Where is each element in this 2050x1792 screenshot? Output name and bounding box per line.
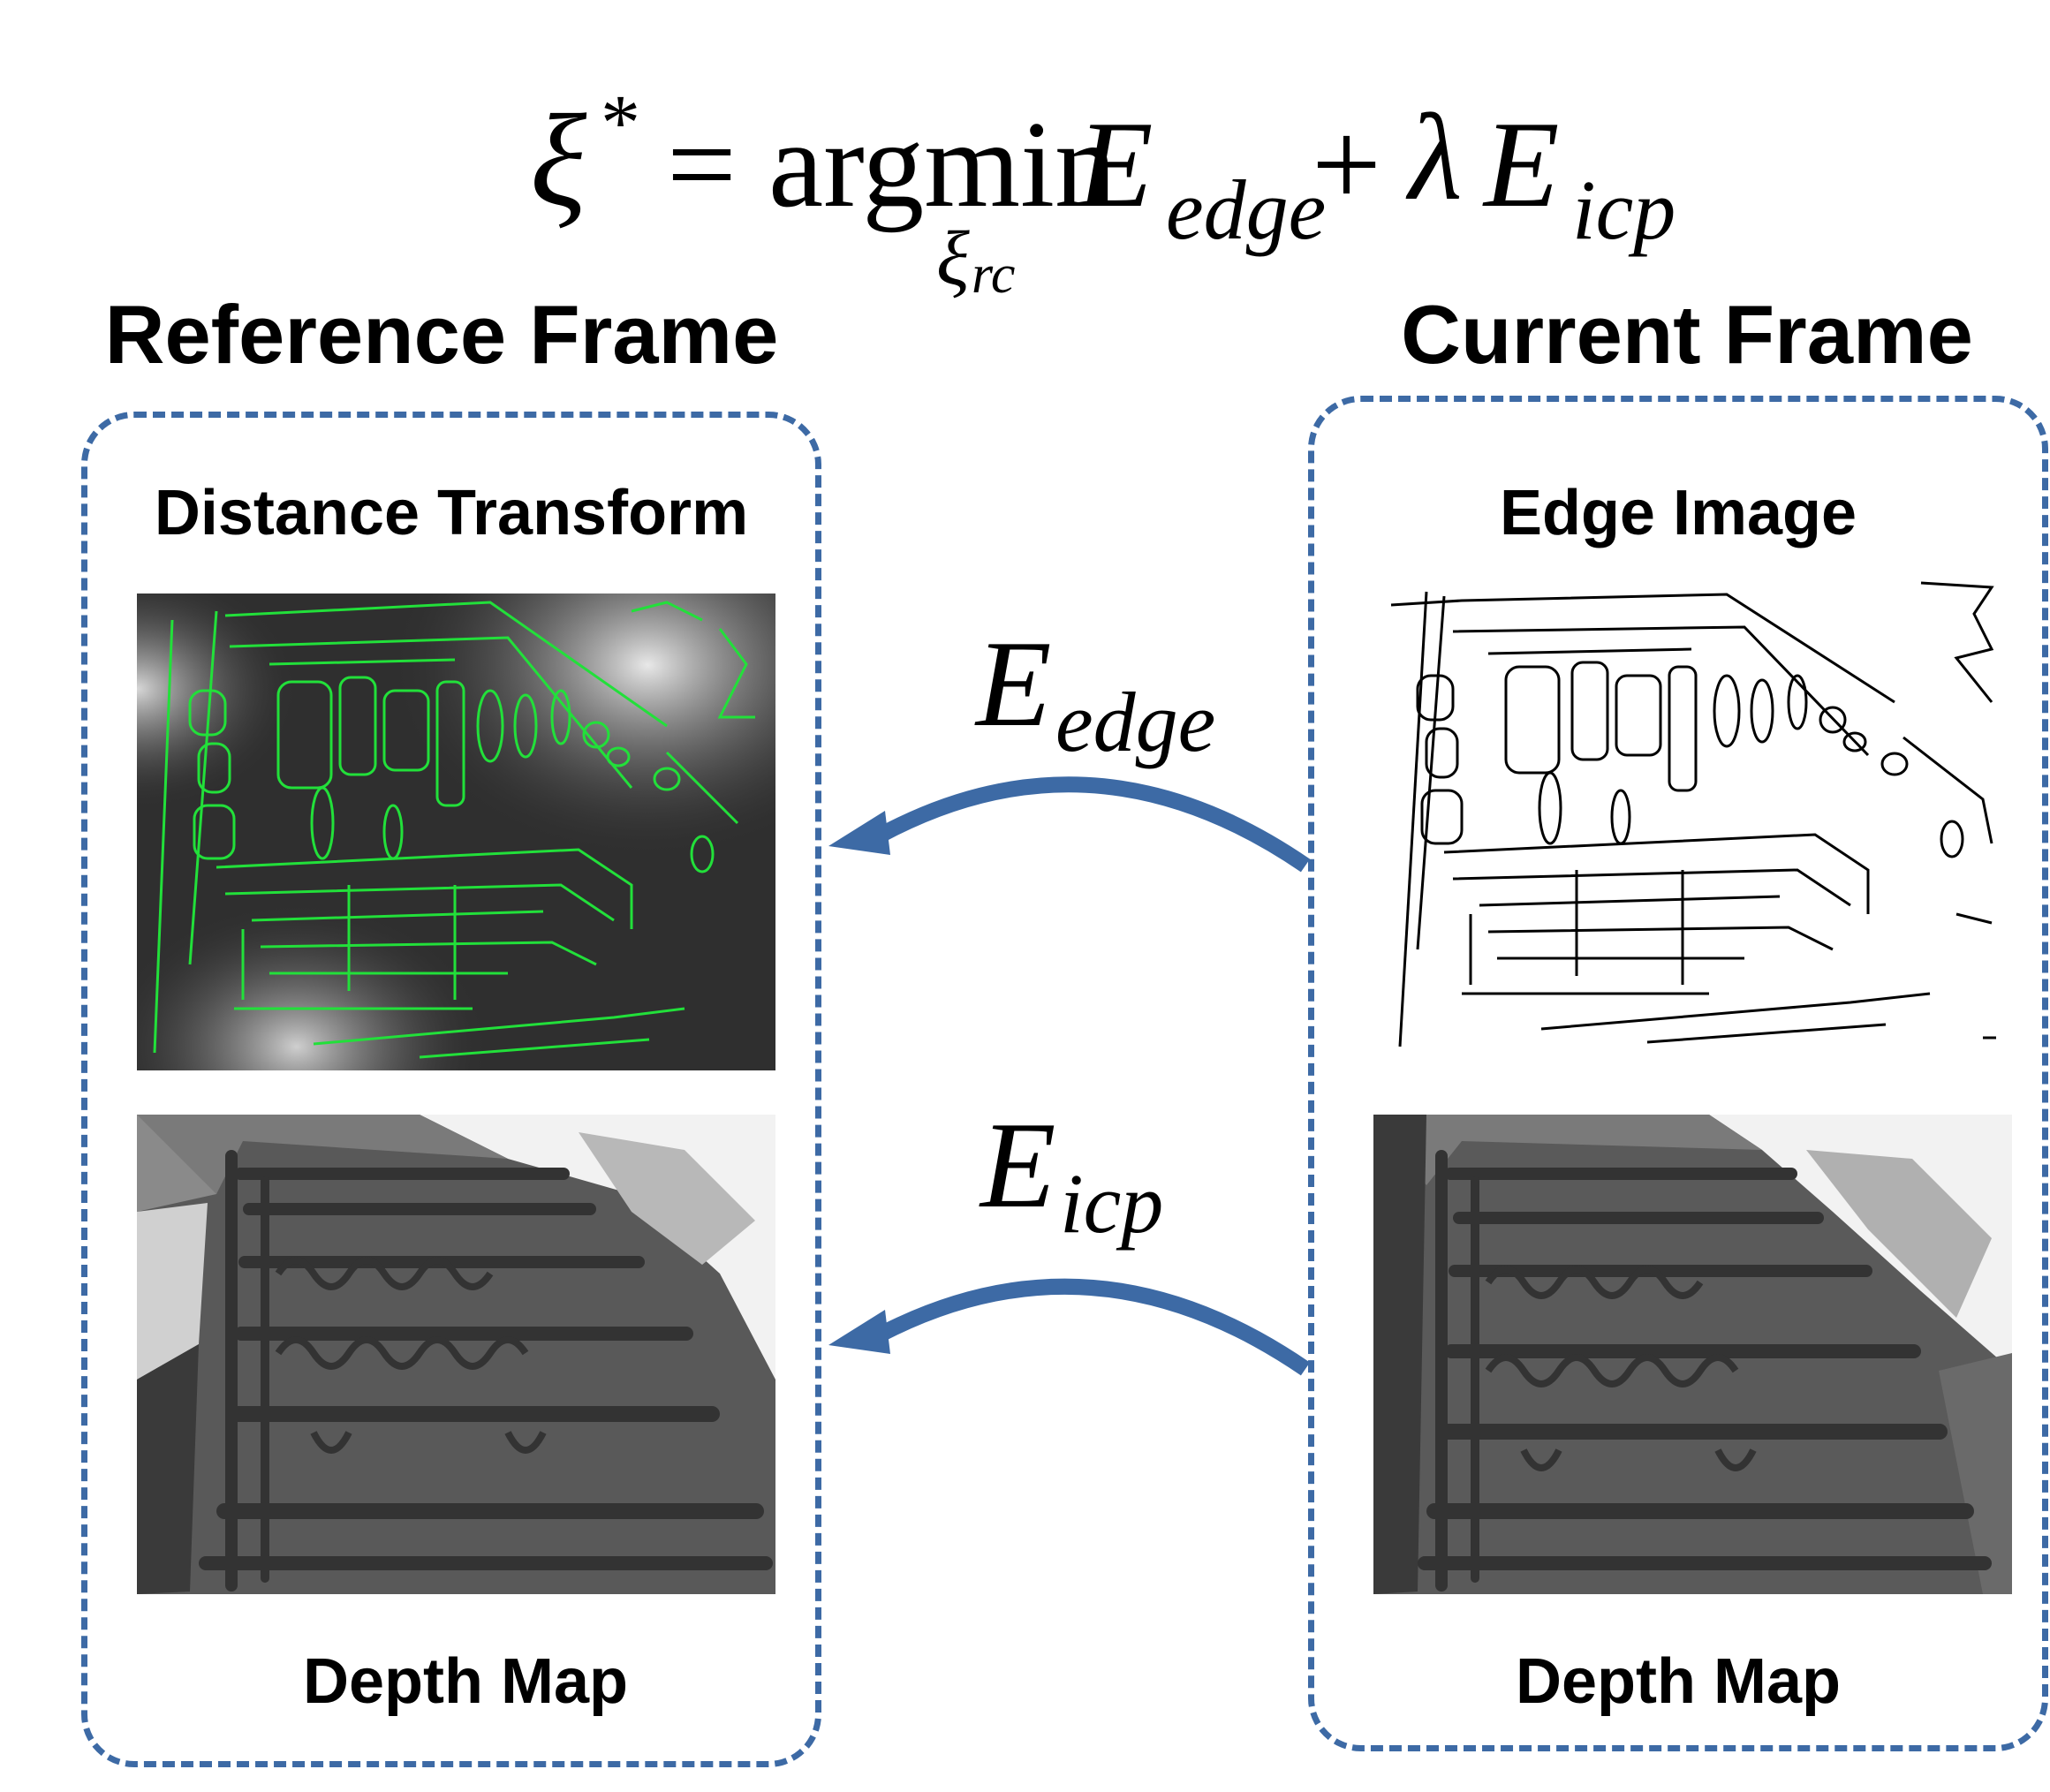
edge-energy-term: E [1078,96,1154,233]
equals-sign: = [667,96,737,233]
energy-arrows [828,776,1311,1376]
reference-depth-map-label: Depth Map [303,1646,628,1717]
icp-arrowhead [828,1310,890,1354]
icp-energy-term: E [1484,96,1560,233]
distance-transform-label: Distance Transform [154,478,749,548]
icp-energy-label: E [980,1097,1056,1234]
edge-energy-label: E [976,616,1052,752]
edge-energy-subscript: edge [1166,163,1327,257]
current-frame-panel [1308,396,2048,1751]
distance-transform-image [137,594,775,1070]
edge-arrowhead [828,811,890,855]
edge-image-label: Edge Image [1499,478,1857,548]
icp-energy-subscript: icp [1572,163,1676,257]
plus-sign: + [1312,96,1381,233]
edge-energy-label-subscript: edge [1055,675,1216,769]
argmin-operator: argmin [768,96,1117,233]
icp-energy-label-subscript: icp [1060,1156,1164,1251]
current-frame-title: Current Frame [1401,288,1973,381]
objective-equation: ξ * = argmin ξ rc E edge + λ E icp [0,79,2050,303]
edge-energy-arrow [861,776,1311,873]
reference-frame-panel [81,412,821,1767]
icp-energy-arrow [861,1278,1311,1376]
current-depth-map-label: Depth Map [1516,1646,1841,1717]
argmin-subscript-index: rc [972,245,1016,305]
argmin-subscript: ξ [936,216,970,302]
current-depth-map-image [1373,1115,2012,1594]
xi-superscript: * [601,79,640,167]
reference-frame-title: Reference Frame [104,288,779,381]
reference-depth-map-image [137,1115,775,1594]
edge-image [1373,578,2014,1051]
lambda-weight: λ [1409,89,1463,226]
xi-symbol: ξ [530,87,587,234]
